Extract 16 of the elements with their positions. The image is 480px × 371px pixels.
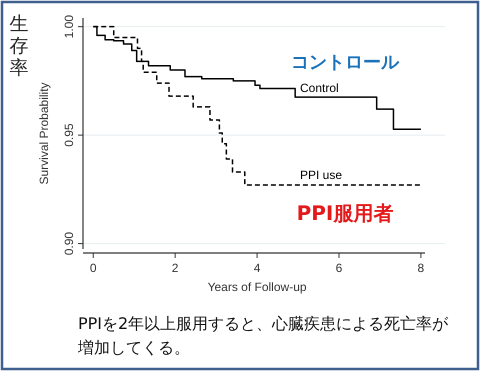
series-label: Control [300,81,339,96]
x-axis-title: Years of Follow-up [208,280,307,294]
y-tick-label: 1.00 [62,14,76,38]
series-label: PPI use [300,168,342,182]
x-tick-label: 4 [254,261,261,275]
x-tick-label: 6 [336,261,343,275]
text: 生存率 [10,13,28,79]
y-tick-label: 0.95 [62,123,76,147]
x-tick-label: 0 [90,261,97,275]
text: PPIを2年以上服用すると、心臓疾患による死亡率が増加してくる。 [78,313,450,359]
annotation: PPI服用者 [296,201,394,225]
annotation: コントロール [291,52,400,73]
x-tick-label: 8 [418,261,425,275]
x-tick-label: 2 [172,261,179,275]
y-axis-title: Survival Probability [37,82,51,185]
y-tick-label: 0.90 [62,232,76,256]
